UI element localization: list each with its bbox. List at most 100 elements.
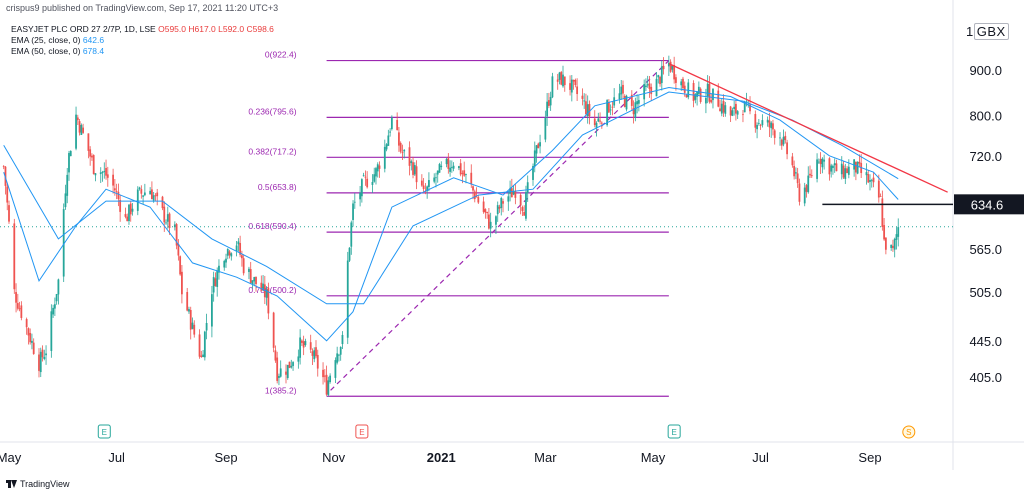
candle-body [722,100,725,113]
candle-body [470,172,473,185]
candle-body [630,94,633,106]
candle-body [311,351,314,356]
candle-body [526,182,529,193]
candle-body [2,166,5,168]
candle-body [539,142,541,147]
candle-body [210,294,213,327]
candle-body [756,124,758,130]
currency-selector[interactable]: 1 GBX [966,23,1009,40]
candle-body [754,114,757,128]
candle-body [29,332,32,343]
candle-body [339,347,342,355]
candle-body [622,84,624,94]
candle-body [87,133,90,151]
candle-body [278,375,280,378]
candle-body [106,174,109,178]
candle-body [20,305,23,318]
candle-body [556,79,559,82]
earnings-marker: E [355,424,369,439]
candle-body [25,319,28,328]
candle-body [255,276,257,285]
candle-body [609,109,612,111]
candle-body [94,173,97,176]
candle-body [327,380,330,395]
candle-body [847,166,850,175]
candle-body [399,142,402,152]
candle-body [632,107,635,115]
candle-body [671,65,674,70]
candle-body [398,132,400,146]
candle-body [477,197,480,203]
candle-body [662,65,665,70]
candle-body [62,209,65,277]
candle-body [410,161,413,164]
candle-body [502,201,504,204]
candle-body [683,85,686,93]
candle-body [131,208,134,212]
candle-body [38,354,40,371]
candle-body [175,224,178,246]
candle-body [832,165,834,169]
candle-body [6,186,9,203]
candle-body [103,170,106,173]
candle-body [833,163,836,166]
candle-body [525,192,527,219]
candle-body [786,142,788,155]
fib-level-label: 1(385.2) [265,385,297,395]
candle-body [290,365,293,368]
x-tick-label: 2021 [427,450,456,465]
earnings-marker-badge [355,424,369,439]
candle-body [253,277,256,282]
candle-body [572,79,575,82]
candle-body [378,165,381,169]
candle-body [112,174,114,186]
price-label-box [954,194,1024,215]
candle-body [334,360,337,378]
candle-body [717,90,720,107]
candle-body [625,95,628,110]
candle-body [736,111,739,115]
candle-body [136,189,139,211]
candle-body [757,122,760,124]
candle-body [473,191,476,200]
candle-body [353,201,356,203]
candle-body [643,83,646,100]
candle-body [655,78,658,97]
candle-body [773,130,776,138]
candle-body [731,110,734,116]
candle-body [181,271,183,295]
candle-body [89,149,92,157]
candle-body [375,168,377,177]
candle-body [569,83,571,90]
candle-body [193,324,196,335]
candle-body [816,159,818,179]
candle-body [262,283,264,289]
candle-body [581,95,584,99]
candle-body [450,167,453,168]
candle-body [299,337,302,358]
candles [2,55,900,397]
fib-trend-diagonal [330,60,670,391]
candle-body [385,144,388,150]
candle-body [623,95,626,107]
candle-body [189,310,192,330]
candle-body [669,61,672,72]
candle-body [166,214,169,222]
tradingview-logo: TradingView [6,479,70,489]
candle-body [675,77,677,83]
candle-body [15,292,17,303]
candle-body [611,106,614,108]
candle-body [225,258,227,263]
candle-body [544,117,547,140]
candle-body [648,83,651,89]
candle-body [823,159,826,162]
candle-body [551,76,554,98]
candle-body [235,245,238,252]
candle-body [519,194,522,206]
candle-body [177,243,180,256]
candle-body [768,120,771,128]
candle-body [69,151,72,157]
candle-body [699,88,702,102]
candle-body [200,355,203,357]
